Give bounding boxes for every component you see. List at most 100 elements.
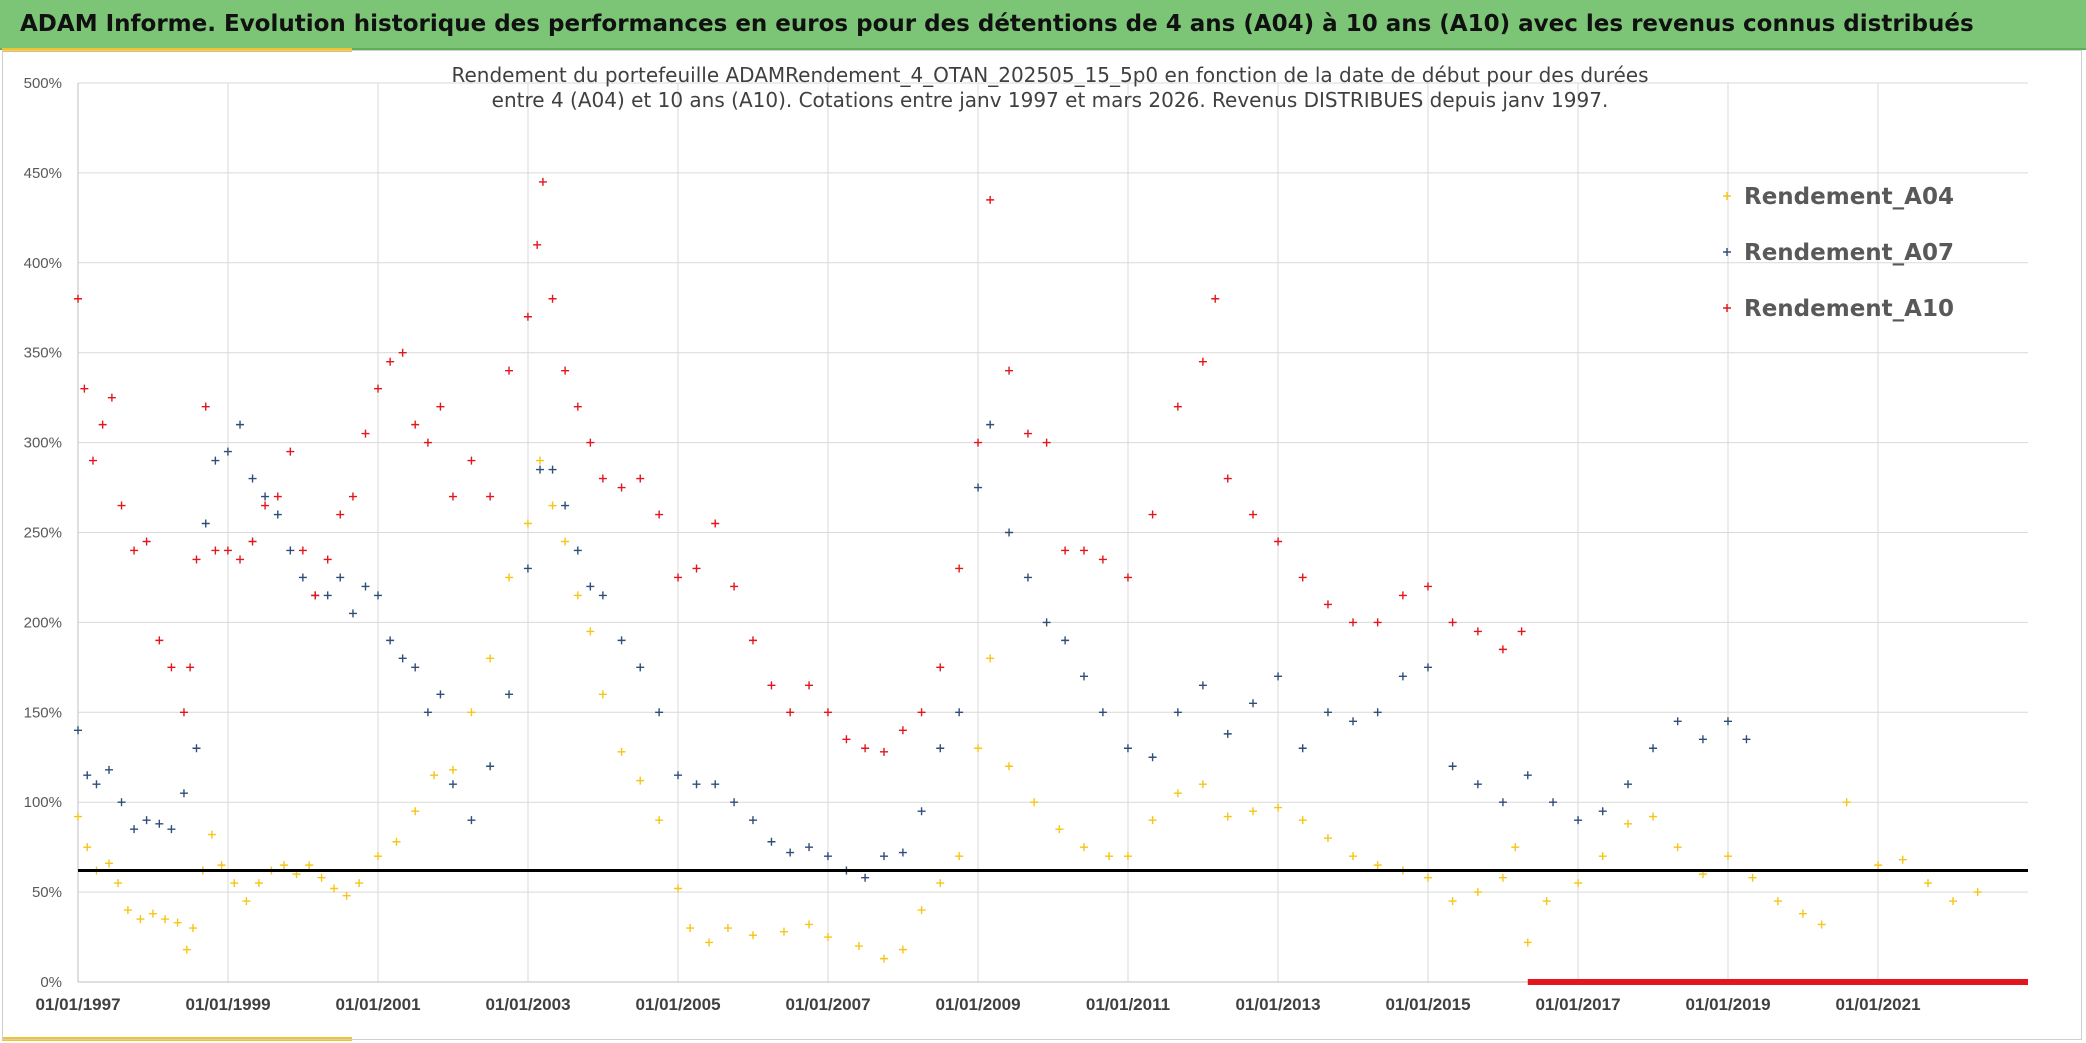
data-point (142, 816, 151, 825)
data-point (342, 891, 351, 900)
data-point (317, 873, 326, 882)
data-point (1173, 402, 1182, 411)
data-point (1698, 735, 1707, 744)
data-point (155, 636, 164, 645)
data-point (536, 465, 545, 474)
data-point (1523, 938, 1532, 947)
data-point (242, 897, 251, 906)
data-point (1274, 672, 1283, 681)
data-point (1173, 789, 1182, 798)
data-point (1398, 672, 1407, 681)
data-point (230, 879, 239, 888)
data-point (1973, 888, 1982, 897)
data-point (711, 519, 720, 528)
data-point (1098, 555, 1107, 564)
data-point (898, 945, 907, 954)
data-point (74, 812, 82, 821)
data-point (1473, 627, 1482, 636)
data-point (117, 798, 126, 807)
data-point (117, 501, 126, 510)
data-point (374, 384, 383, 393)
data-point (1748, 873, 1757, 882)
data-point (167, 825, 176, 834)
data-point (1298, 744, 1307, 753)
data-point (1005, 366, 1014, 375)
data-point (748, 816, 757, 825)
legend-marker (1723, 248, 1731, 256)
data-point (586, 627, 595, 636)
data-point (974, 438, 983, 447)
data-point (936, 879, 945, 888)
data-point (986, 195, 995, 204)
data-point (336, 510, 345, 519)
data-point (1298, 573, 1307, 582)
data-point (1373, 861, 1382, 870)
data-point (273, 492, 282, 501)
data-point (1249, 510, 1258, 519)
chart-title-line-1: Rendement du portefeuille ADAMRendement_… (451, 63, 1648, 87)
data-point (748, 931, 757, 940)
data-point (305, 861, 314, 870)
data-point (1649, 744, 1658, 753)
data-point (1198, 780, 1207, 789)
data-point (898, 848, 907, 857)
data-point (1123, 573, 1132, 582)
data-point (1323, 600, 1332, 609)
y-axis-ticks: 0% 50% 100% 150% 200% 250% 300% 350% 400% 450% 500… (24, 75, 62, 991)
data-point (655, 510, 664, 519)
data-point (311, 591, 320, 600)
data-point (548, 501, 557, 510)
y-tick-label: 400% (24, 255, 62, 272)
data-point (192, 555, 201, 564)
x-tick-label: 01/01/1997 (35, 995, 120, 1014)
data-point (148, 909, 157, 918)
y-tick-label: 50% (32, 884, 62, 901)
data-point (1249, 699, 1258, 708)
data-point (917, 708, 926, 717)
data-point (617, 636, 626, 645)
data-point (767, 681, 776, 690)
data-point (854, 942, 863, 951)
data-point (1005, 762, 1014, 771)
data-point (392, 837, 401, 846)
data-point (236, 555, 245, 564)
data-point (1423, 873, 1432, 882)
data-point (1842, 798, 1851, 807)
data-point (533, 240, 542, 249)
x-tick-label: 01/01/2011 (1086, 995, 1170, 1014)
series-Rendement_A10 (74, 177, 1526, 756)
data-point (1055, 825, 1064, 834)
data-point (1498, 798, 1507, 807)
data-point (879, 747, 888, 756)
data-point (142, 537, 151, 546)
x-tick-label: 01/01/2021 (1835, 995, 1920, 1014)
x-tick-label: 01/01/2001 (335, 995, 420, 1014)
data-point (573, 402, 582, 411)
data-point (323, 555, 332, 564)
data-point (74, 726, 82, 735)
data-point (398, 348, 407, 357)
data-point (1723, 852, 1732, 861)
y-tick-label: 250% (24, 525, 62, 542)
data-point (161, 915, 170, 924)
y-tick-label: 500% (24, 75, 62, 92)
data-point (1223, 729, 1232, 738)
data-point (1249, 807, 1258, 816)
data-point (83, 771, 92, 780)
data-point (386, 636, 395, 645)
data-point (361, 429, 370, 438)
data-point (955, 564, 964, 573)
data-point (986, 420, 995, 429)
data-point (92, 780, 101, 789)
data-point (348, 609, 357, 618)
data-point (186, 663, 195, 672)
x-tick-label: 01/01/2003 (485, 995, 570, 1014)
data-point (1448, 897, 1457, 906)
data-point (1473, 888, 1482, 897)
data-point (1549, 798, 1558, 807)
data-point (861, 873, 870, 882)
data-point (723, 924, 732, 933)
legend-label: Rendement_A07 (1744, 240, 1954, 266)
data-point (692, 564, 701, 573)
